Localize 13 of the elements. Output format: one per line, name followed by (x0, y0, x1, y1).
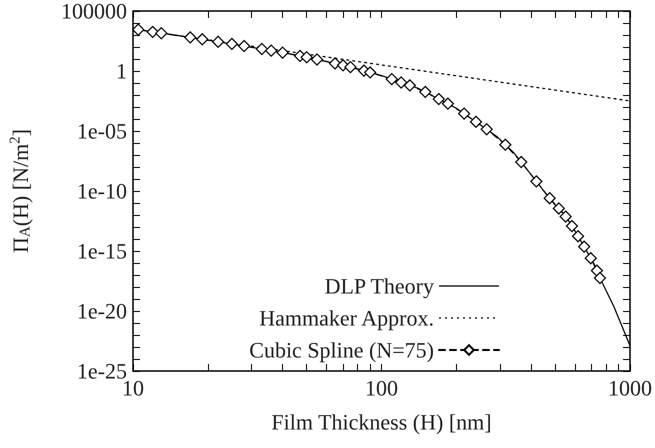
y-tick-label: 1 (116, 58, 127, 84)
x-axis-title: Film Thickness (H) [nm] (271, 410, 492, 434)
x-tick-label: 100 (365, 376, 398, 400)
y-axis-title: ΠA(H) [N/m2] (8, 128, 34, 254)
y-tick-label: 1e-05 (76, 118, 127, 144)
y-tick-label: 1e-20 (76, 298, 127, 324)
y-tick-label: 1e-15 (76, 238, 127, 264)
legend-label: Hammaker Approx. (259, 306, 434, 330)
legend-label: DLP Theory (324, 274, 434, 298)
legend-label: Cubic Spline (N=75) (249, 338, 434, 362)
y-tick-label: 1e-10 (76, 178, 127, 204)
y-tick-label: 100000 (61, 0, 127, 24)
x-tick-label: 1000 (608, 376, 652, 400)
